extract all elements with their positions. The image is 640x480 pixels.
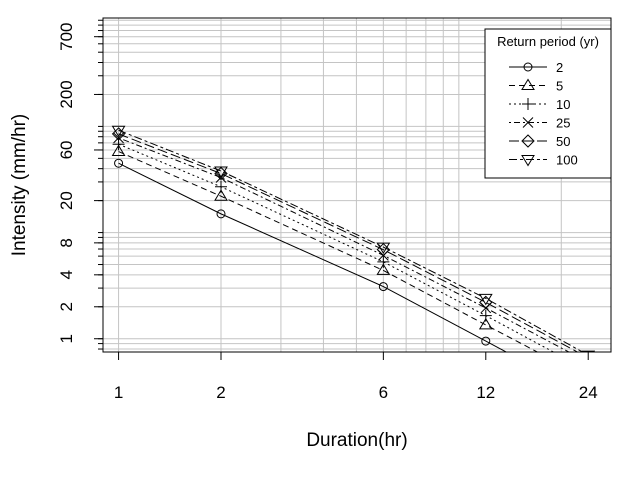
triangle-up-marker — [376, 263, 391, 275]
circle-marker — [114, 158, 124, 168]
legend-item-5: 5 — [509, 79, 563, 94]
series-10 — [112, 138, 594, 377]
diamond-marker — [376, 242, 391, 257]
circle-marker — [378, 282, 388, 292]
legend-box — [484, 28, 612, 179]
legend-item-50: 50 — [509, 134, 570, 149]
series-line-100 — [118, 129, 584, 352]
y-tick-label: 200 — [57, 80, 76, 108]
diamond-marker — [521, 134, 535, 148]
legend-label: 25 — [556, 116, 570, 131]
y-tick-label: 60 — [57, 141, 76, 160]
legend-label: 50 — [556, 134, 570, 149]
triangle-down-marker — [521, 155, 535, 167]
triangle-up-marker — [111, 144, 126, 157]
legend-label: 2 — [556, 60, 563, 75]
triangle-up-marker — [478, 317, 493, 330]
plus-marker — [377, 255, 390, 268]
legend-label: 100 — [556, 153, 578, 168]
plus-marker — [479, 309, 492, 322]
triangle-down-marker — [581, 350, 596, 352]
x-tick-label: 6 — [379, 383, 388, 402]
series-line-50 — [118, 133, 579, 352]
triangle-up-marker — [521, 78, 535, 90]
legend-label: 10 — [556, 97, 570, 112]
legend-title: Return period (yr) — [497, 34, 599, 49]
triangle-down-marker — [376, 242, 391, 255]
cross-marker — [113, 132, 124, 144]
legend-item-25: 25 — [509, 116, 570, 131]
circle-marker — [216, 209, 226, 219]
y-tick-label: 700 — [57, 23, 76, 51]
y-tick-label: 20 — [57, 191, 76, 210]
plus-marker — [582, 365, 594, 377]
x-tick-label: 24 — [579, 383, 598, 402]
series-5 — [111, 144, 594, 383]
legend-item-2: 2 — [509, 60, 563, 75]
plus-marker — [215, 180, 228, 193]
cross-marker — [522, 117, 534, 128]
triangle-up-marker — [214, 189, 228, 201]
legend-label: 5 — [556, 79, 563, 94]
series-2 — [114, 158, 508, 352]
triangle-up-marker — [582, 373, 594, 383]
series-line-2 — [118, 162, 508, 352]
triangle-down-marker — [214, 166, 228, 178]
triangle-down-marker — [478, 293, 493, 306]
plus-marker — [522, 98, 534, 110]
x-tick-label: 12 — [476, 383, 495, 402]
y-tick-label: 1 — [57, 334, 76, 343]
series-100 — [111, 125, 596, 352]
circle-marker — [481, 336, 491, 346]
triangle-down-marker — [111, 125, 126, 138]
legend-item-100: 100 — [509, 153, 578, 168]
diamond-marker — [214, 166, 228, 181]
x-tick-label: 2 — [216, 383, 225, 402]
plot-frame — [102, 17, 612, 353]
x-axis-title: Duration(hr) — [306, 430, 407, 451]
circle-marker — [523, 62, 533, 72]
y-tick-label: 8 — [57, 238, 76, 247]
y-tick-label: 2 — [57, 302, 76, 311]
data-series — [111, 125, 596, 383]
y-tick-label: 4 — [57, 270, 76, 279]
series-line-5 — [118, 151, 539, 352]
y-axis-title: Intensity (mm/hr) — [9, 114, 30, 257]
legend-item-10: 10 — [509, 97, 570, 112]
x-tick-label: 1 — [114, 383, 123, 402]
